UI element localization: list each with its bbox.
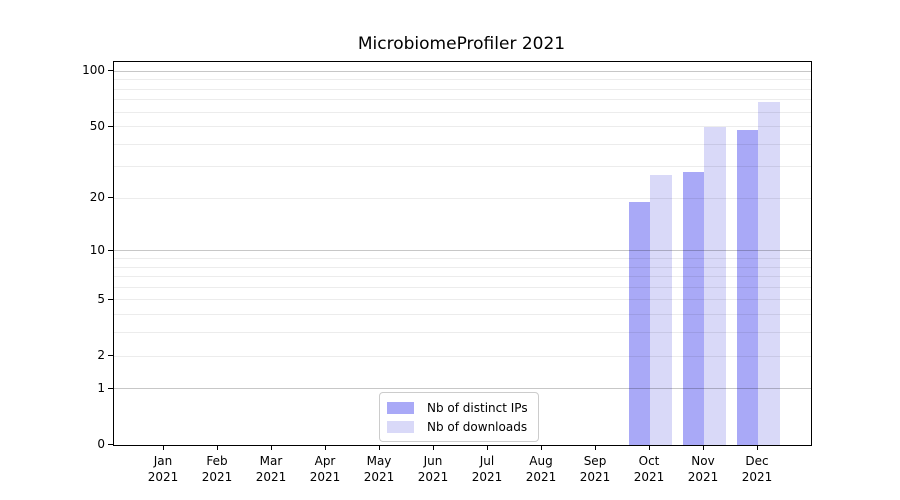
x-tick-mark xyxy=(379,445,380,450)
x-tick-month: Feb xyxy=(206,454,228,468)
x-tick-mark xyxy=(595,445,596,450)
y-tick-label: 50 xyxy=(89,118,105,133)
x-tick-label-jun: Jun 2021 xyxy=(403,453,463,485)
legend-label: Nb of distinct IPs xyxy=(427,400,528,415)
x-tick-label-dec: Dec 2021 xyxy=(727,453,787,485)
x-tick-month: Jun xyxy=(423,454,443,468)
x-tick-year: 2021 xyxy=(147,470,179,484)
y-tick-label: 100 xyxy=(82,63,105,78)
y-tick-label: 5 xyxy=(97,291,105,306)
x-tick-year: 2021 xyxy=(255,470,287,484)
distinct-ips-swatch-icon xyxy=(387,401,414,414)
y-tick-label: 1 xyxy=(97,380,105,395)
y-tick-label: 20 xyxy=(89,190,105,205)
bar-dec-downloads xyxy=(758,102,780,445)
gridline-major xyxy=(114,70,811,72)
bar-nov-downloads xyxy=(704,126,726,445)
y-tick-mark xyxy=(108,387,113,389)
x-tick-label-apr: Apr 2021 xyxy=(295,453,355,485)
bar-dec-distinct-ips xyxy=(736,129,758,445)
x-tick-year: 2021 xyxy=(525,470,557,484)
y-tick-mark xyxy=(108,125,113,127)
x-tick-label-oct: Oct 2021 xyxy=(619,453,679,485)
x-tick-year: 2021 xyxy=(741,470,773,484)
x-tick-mark xyxy=(649,445,650,450)
x-tick-mark xyxy=(271,445,272,450)
x-tick-mark xyxy=(541,445,542,450)
bar-nov-distinct-ips xyxy=(682,172,704,445)
x-tick-month: Jan xyxy=(153,454,173,468)
y-tick-mark xyxy=(108,298,113,300)
y-tick-mark xyxy=(108,444,113,445)
plot-area: Nb of distinct IPs Nb of downloads xyxy=(113,61,812,446)
x-tick-label-nov: Nov 2021 xyxy=(673,453,733,485)
x-tick-month: Nov xyxy=(691,454,715,468)
x-tick-year: 2021 xyxy=(417,470,449,484)
x-tick-mark xyxy=(163,445,164,450)
y-tick-label: 10 xyxy=(89,242,105,257)
x-tick-year: 2021 xyxy=(471,470,503,484)
y-tick-mark xyxy=(108,249,113,251)
gridline-minor xyxy=(114,111,811,113)
x-tick-year: 2021 xyxy=(201,470,233,484)
x-tick-mark xyxy=(433,445,434,450)
gridline-minor xyxy=(114,99,811,101)
x-tick-label-jan: Jan 2021 xyxy=(133,453,193,485)
x-tick-year: 2021 xyxy=(633,470,665,484)
x-tick-label-feb: Feb 2021 xyxy=(187,453,247,485)
x-tick-year: 2021 xyxy=(687,470,719,484)
x-tick-month: May xyxy=(366,454,392,468)
x-tick-label-jul: Jul 2021 xyxy=(457,453,517,485)
x-tick-label-aug: Aug 2021 xyxy=(511,453,571,485)
x-tick-mark xyxy=(487,445,488,450)
x-tick-month: Jul xyxy=(479,454,495,468)
legend-item-distinct-ips: Nb of distinct IPs xyxy=(387,400,528,415)
gridline-minor xyxy=(114,79,811,81)
gridline-minor xyxy=(114,88,811,90)
x-tick-month: Mar xyxy=(259,454,283,468)
x-tick-month: Sep xyxy=(583,454,607,468)
x-tick-month: Aug xyxy=(529,454,553,468)
bar-oct-distinct-ips xyxy=(628,202,650,445)
legend-item-downloads: Nb of downloads xyxy=(387,419,528,434)
legend: Nb of distinct IPs Nb of downloads xyxy=(379,392,539,442)
x-tick-year: 2021 xyxy=(363,470,395,484)
bar-oct-downloads xyxy=(650,175,672,445)
downloads-swatch-icon xyxy=(387,420,414,433)
x-tick-mark xyxy=(325,445,326,450)
x-tick-label-mar: Mar 2021 xyxy=(241,453,301,485)
x-tick-month: Apr xyxy=(314,454,336,468)
x-tick-label-may: May 2021 xyxy=(349,453,409,485)
x-tick-month: Oct xyxy=(638,454,660,468)
x-tick-label-sep: Sep 2021 xyxy=(565,453,625,485)
x-tick-mark xyxy=(703,445,704,450)
x-tick-month: Dec xyxy=(745,454,769,468)
y-tick-mark xyxy=(108,197,113,199)
x-tick-mark xyxy=(757,445,758,450)
x-tick-year: 2021 xyxy=(579,470,611,484)
legend-label: Nb of downloads xyxy=(427,419,528,434)
y-tick-mark xyxy=(108,70,113,72)
y-tick-label: 2 xyxy=(97,348,105,362)
y-tick-mark xyxy=(108,355,113,356)
y-tick-label: 0 xyxy=(97,437,105,451)
x-tick-year: 2021 xyxy=(309,470,341,484)
x-tick-mark xyxy=(217,445,218,450)
chart-title: MicrobiomeProfiler 2021 xyxy=(357,34,566,54)
